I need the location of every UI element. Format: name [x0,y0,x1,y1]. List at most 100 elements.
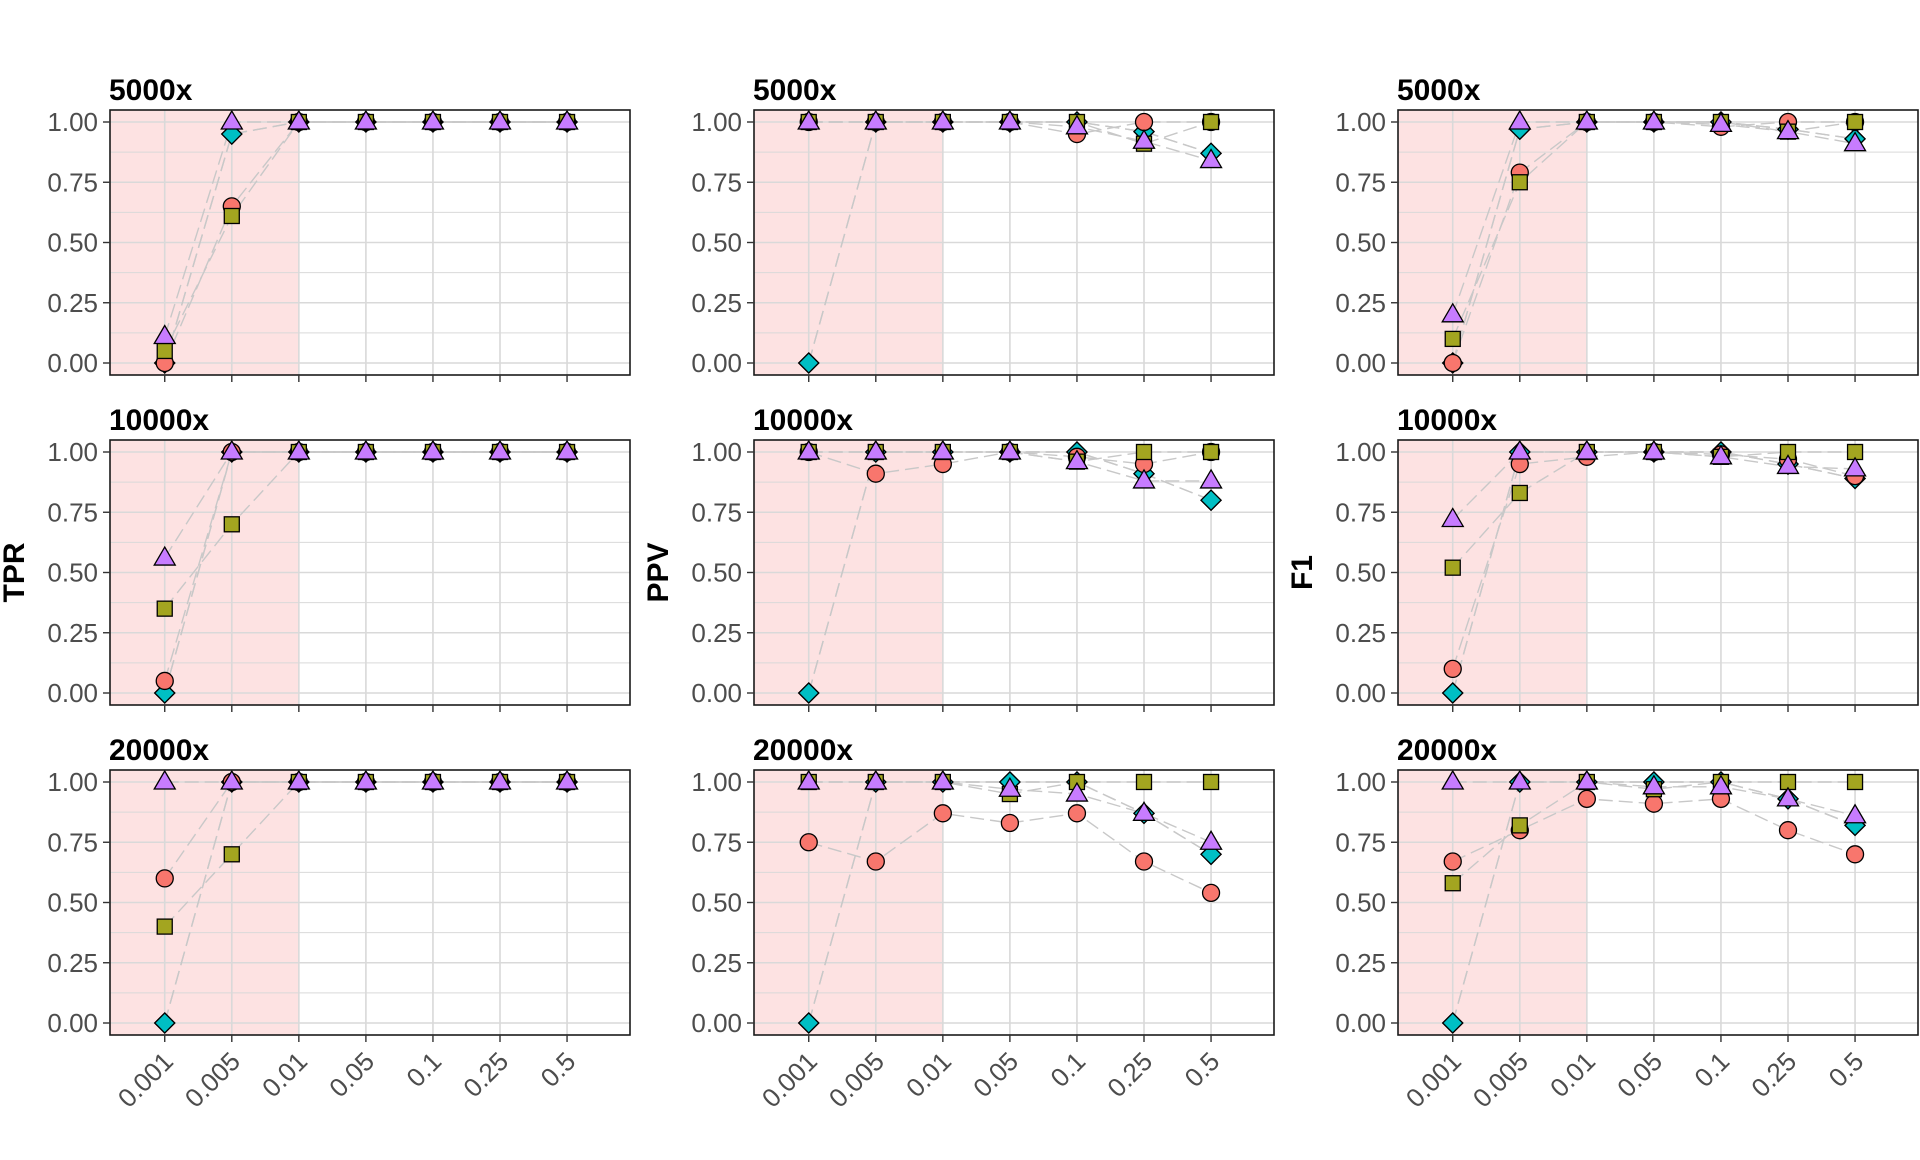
point-square [1202,113,1220,131]
point-triangle [220,439,244,460]
point-triangle [1132,801,1156,821]
point-triangle [931,769,955,790]
y-tick-label: 0.75 [1335,497,1386,527]
point-triangle [1575,769,1599,790]
y-tick-label: 0.00 [47,1008,98,1038]
y-tick-label: 0.50 [691,228,742,258]
y-tick-label: 1.00 [691,107,742,137]
point-square [1846,113,1864,131]
point-square [223,207,240,225]
y-tick-label: 0.25 [691,618,742,648]
x-tick-label: 0.01 [900,1046,957,1103]
point-square [223,516,240,533]
x-tick-label: 0.25 [457,1046,514,1103]
x-tick-label: 0.01 [1544,1046,1601,1103]
point-triangle [1575,439,1599,460]
y-tick-label: 0.00 [691,348,742,378]
facet-panel: 0.00 0.25 0.50 0.75 1.00 0.001 0.005 0.01 0.05 0.… [691,734,1275,1113]
y-tick-label: 0.25 [691,948,742,978]
facet-panel: 0.00 0.25 0.50 0.75 1.00 10000x [47,404,631,712]
point-diamond [153,1012,176,1034]
point-circle [155,671,174,691]
point-square [156,342,173,360]
x-tick-label: 0.01 [256,1046,313,1103]
facet-panel: 0.00 0.25 0.50 0.75 1.00 5000x [691,74,1275,382]
x-tick-label: 0.1 [1044,1046,1091,1093]
point-square [1202,443,1220,461]
point-triangle [1843,456,1867,477]
facet-grid: 0.00 0.25 0.50 0.75 1.00 5000x 0.00 0.25 0.50 0.7… [0,74,1919,1113]
point-square [1511,174,1528,191]
point-circle [1134,852,1154,871]
x-tick-label: 0.05 [323,1046,380,1103]
y-tick-label: 0.00 [47,678,98,708]
x-tick-label: 0.5 [1823,1046,1870,1093]
point-triangle [1642,109,1666,130]
point-circle [866,464,885,483]
point-circle [1577,789,1596,809]
y-tick-label: 1.00 [1335,767,1386,797]
point-circle [933,804,952,823]
point-triangle [555,439,579,460]
y-tick-label: 1.00 [691,437,742,467]
point-diamond [1441,1012,1464,1034]
facet-panel: 0.00 0.25 0.50 0.75 1.00 5000x [1335,74,1919,382]
y-tick-label: 0.50 [47,888,98,918]
y-axis-label: TPR [0,542,31,602]
point-triangle [488,769,512,790]
x-tick-label: 0.001 [756,1046,823,1113]
point-square [1444,875,1461,892]
point-circle [1644,794,1664,813]
y-tick-label: 0.75 [47,827,98,857]
point-triangle [998,776,1022,797]
point-circle [1845,845,1865,864]
point-diamond [1441,682,1464,704]
y-tick-label: 0.50 [691,558,742,588]
facet-title: 20000x [753,734,853,767]
point-triangle [998,439,1022,460]
point-square [1444,330,1461,348]
y-tick-label: 0.50 [1335,888,1386,918]
point-triangle [1508,769,1532,790]
facet-title: 5000x [1397,74,1481,107]
point-triangle [1575,109,1599,130]
point-triangle [1065,781,1089,802]
point-circle [1778,821,1798,840]
facet-title: 10000x [109,404,209,437]
point-triangle [1843,803,1867,824]
facet-panel: 0.00 0.25 0.50 0.75 1.00 10000x [1335,404,1919,712]
point-triangle [1776,454,1800,475]
point-triangle [220,769,244,790]
y-tick-label: 0.00 [1335,348,1386,378]
facet-panel: 0.00 0.25 0.50 0.75 1.00 0.001 0.005 0.01 0.05 0.… [47,734,631,1113]
y-tick-label: 0.75 [47,497,98,527]
facet-title: 5000x [753,74,837,107]
point-triangle [931,439,955,460]
point-triangle [1065,114,1089,135]
point-circle [1443,659,1462,679]
x-tick-label: 0.1 [400,1046,447,1093]
point-circle [1443,353,1462,373]
point-triangle [354,109,378,130]
point-diamond [797,352,820,374]
y-tick-label: 0.75 [47,167,98,197]
point-triangle [864,439,888,460]
point-square [1444,559,1461,576]
x-tick-label: 0.25 [1745,1046,1802,1103]
x-tick-label: 0.005 [823,1046,890,1113]
facet-title: 10000x [1397,404,1497,437]
y-tick-label: 1.00 [47,767,98,797]
point-triangle [1709,112,1733,133]
point-square [156,600,173,617]
point-triangle [488,109,512,130]
point-triangle [797,769,821,790]
y-tick-label: 1.00 [47,107,98,137]
point-square [1135,443,1153,461]
point-triangle [797,439,821,460]
point-triangle [287,769,311,790]
y-tick-label: 0.50 [1335,228,1386,258]
point-triangle [1132,468,1156,489]
point-square [1846,773,1864,791]
x-tick-label: 0.001 [1400,1046,1467,1113]
